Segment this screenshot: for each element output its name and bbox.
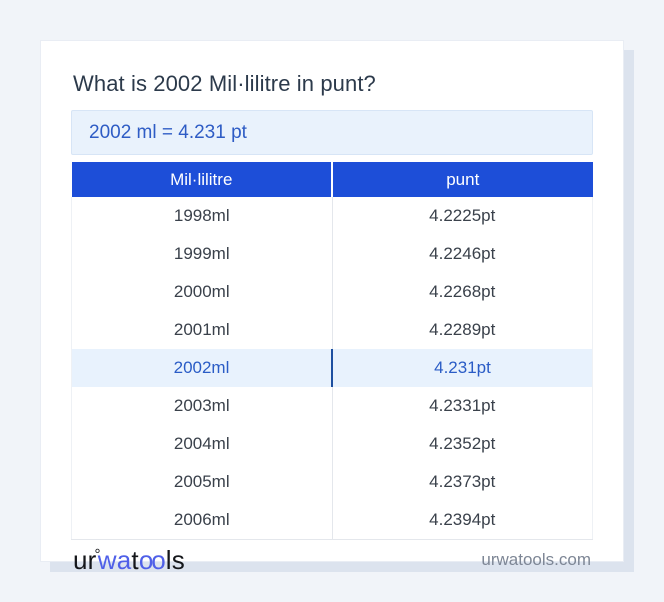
millilitre-cell: 2003ml xyxy=(71,387,333,425)
page-title: What is 2002 Mil·lilitre in punt? xyxy=(73,71,376,96)
logo-text-ls: ls xyxy=(165,545,185,575)
millilitre-cell: 2004ml xyxy=(71,425,333,463)
table-row: 2000ml 4.2268pt xyxy=(71,273,593,311)
table-header-millilitre: Mil·lilitre xyxy=(71,162,333,197)
punt-cell: 4.2331pt xyxy=(332,387,593,425)
conversion-result-box: 2002 ml = 4.231 pt xyxy=(71,110,593,155)
logo-glasses-icon: oo xyxy=(138,545,166,575)
millilitre-cell: 1998ml xyxy=(71,197,333,235)
table-header-punt: punt xyxy=(332,162,593,197)
punt-cell: 4.2352pt xyxy=(332,425,593,463)
punt-cell: 4.2246pt xyxy=(332,235,593,273)
millilitre-cell: 2006ml xyxy=(71,501,333,540)
website-url: urwatools.com xyxy=(481,550,591,569)
punt-cell: 4.2373pt xyxy=(332,463,593,501)
conversion-card: What is 2002 Mil·lilitre in punt? 2002 m… xyxy=(40,40,624,573)
table-row: 1999ml 4.2246pt xyxy=(71,235,593,273)
table-row: 1998ml 4.2225pt xyxy=(71,197,593,235)
punt-cell: 4.2268pt xyxy=(332,273,593,311)
millilitre-cell: 2001ml xyxy=(71,311,333,349)
punt-cell: 4.231pt xyxy=(332,349,593,387)
table-row: 2005ml 4.2373pt xyxy=(71,463,593,501)
millilitre-cell: 2002ml xyxy=(71,349,333,387)
punt-cell: 4.2289pt xyxy=(332,311,593,349)
table-row: 2002ml 4.231pt xyxy=(71,349,593,387)
table-row: 2003ml 4.2331pt xyxy=(71,387,593,425)
logo-text-t: t xyxy=(131,545,139,575)
table-row: 2004ml 4.2352pt xyxy=(71,425,593,463)
punt-cell: 4.2225pt xyxy=(332,197,593,235)
conversion-result-text: 2002 ml = 4.231 pt xyxy=(89,121,247,143)
logo-ring-icon: ° xyxy=(94,546,101,563)
punt-cell: 4.2394pt xyxy=(332,501,593,540)
logo-text-wa: wa xyxy=(97,545,132,575)
millilitre-cell: 2005ml xyxy=(71,463,333,501)
table-row: 2006ml 4.2394pt xyxy=(71,501,593,540)
logo-text-ur: ur xyxy=(73,545,97,575)
conversion-table: Mil·lilitre punt 1998ml 4.2225pt 1999ml … xyxy=(71,162,593,540)
millilitre-cell: 1999ml xyxy=(71,235,333,273)
table-body: 1998ml 4.2225pt 1999ml 4.2246pt 2000ml 4… xyxy=(71,197,593,540)
table-row: 2001ml 4.2289pt xyxy=(71,311,593,349)
millilitre-cell: 2000ml xyxy=(71,273,333,311)
urwatools-logo: ur°watools xyxy=(73,547,185,573)
card-footer: ur°watools urwatools.com xyxy=(71,540,593,580)
table-header-row: Mil·lilitre punt xyxy=(71,162,593,197)
